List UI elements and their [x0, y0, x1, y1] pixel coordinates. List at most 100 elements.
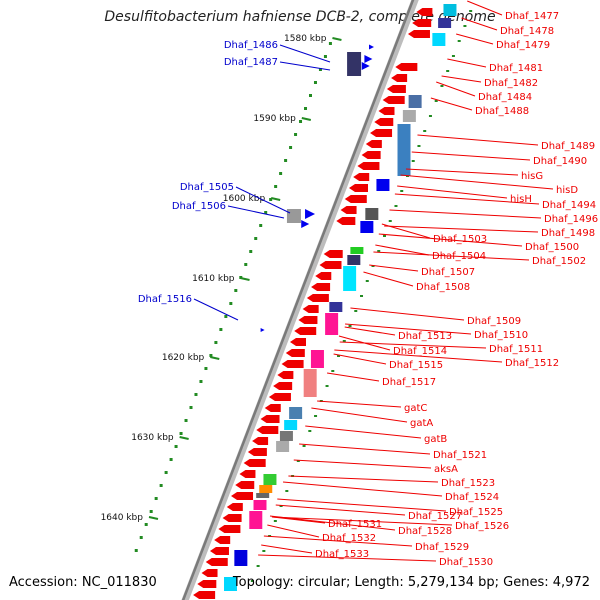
reverse-gene-arrow [290, 338, 307, 346]
reverse-gene-label[interactable]: Dhaf_1484 [478, 92, 532, 103]
reverse-gene-label[interactable]: Dhaf_1504 [432, 251, 486, 262]
reverse-gene-label[interactable]: hisG [521, 171, 543, 182]
gene-box [256, 493, 270, 498]
reverse-gene-label[interactable]: Dhaf_1479 [496, 40, 550, 51]
reverse-gene-label[interactable]: Dhaf_1478 [500, 26, 554, 37]
reverse-gene-label[interactable]: hisH [510, 194, 532, 205]
tick-dot-right [285, 490, 289, 492]
reverse-gene-label[interactable]: Dhaf_1494 [542, 200, 596, 211]
tick-dot-right [371, 265, 375, 267]
reverse-gene-arrow [340, 206, 357, 214]
kbp-tick-label: 1630 kbp [131, 433, 174, 443]
reverse-gene-label[interactable]: Dhaf_1531 [328, 519, 382, 530]
tick-dot-right [250, 580, 254, 582]
reverse-gene-arrow [315, 272, 332, 280]
forward-gene-label[interactable]: Dhaf_1506 [172, 201, 226, 212]
forward-gene-label[interactable]: Dhaf_1487 [224, 57, 278, 68]
forward-gene-label[interactable]: Dhaf_1516 [138, 294, 192, 305]
tick-dot [164, 471, 168, 474]
forward-gene-label[interactable]: Dhaf_1486 [224, 40, 278, 51]
forward-gene-label[interactable]: Dhaf_1505 [180, 182, 234, 193]
reverse-gene-label[interactable]: hisD [556, 185, 578, 196]
tick-dot-right [342, 340, 346, 342]
reverse-gene-arrow [235, 481, 255, 489]
reverse-gene-arrow [302, 305, 319, 313]
reverse-gene-label[interactable]: Dhaf_1507 [421, 267, 475, 278]
reverse-gene-label[interactable]: Dhaf_1530 [439, 557, 493, 568]
reverse-callout [384, 225, 539, 233]
gene-box [343, 266, 357, 291]
tick-dot [294, 133, 298, 136]
reverse-gene-label[interactable]: Dhaf_1532 [322, 533, 376, 544]
reverse-gene-label[interactable]: gatC [404, 403, 427, 414]
reverse-gene-label[interactable]: Dhaf_1500 [525, 242, 579, 253]
reverse-gene-label[interactable]: Dhaf_1523 [441, 478, 495, 489]
tick-dot [269, 198, 273, 201]
tick-dot [224, 315, 228, 318]
reverse-gene-arrow [256, 426, 279, 434]
reverse-gene-label[interactable]: Dhaf_1502 [532, 256, 586, 267]
reverse-gene-arrow [298, 316, 318, 324]
reverse-gene-label[interactable]: Dhaf_1481 [489, 63, 543, 74]
reverse-gene-label[interactable]: Dhaf_1503 [433, 234, 487, 245]
reverse-gene-label[interactable]: Dhaf_1524 [445, 492, 499, 503]
reverse-callout [389, 209, 542, 219]
tick-dot-right [469, 10, 473, 12]
gene-box [438, 18, 452, 28]
reverse-gene-arrow [243, 459, 266, 467]
reverse-gene-label[interactable]: Dhaf_1490 [533, 156, 587, 167]
reverse-gene-label[interactable]: Dhaf_1528 [398, 526, 452, 537]
gene-box [310, 350, 324, 368]
reverse-callout [369, 264, 419, 272]
reverse-gene-label[interactable]: Dhaf_1510 [474, 330, 528, 341]
gene-box [284, 420, 298, 430]
reverse-gene-label[interactable]: Dhaf_1533 [315, 549, 369, 560]
reverse-gene-label[interactable]: Dhaf_1489 [541, 141, 595, 152]
reverse-gene-label[interactable]: Dhaf_1482 [484, 78, 538, 89]
tick-dot-right [337, 355, 341, 357]
reverse-gene-label[interactable]: Dhaf_1515 [389, 360, 443, 371]
reverse-gene-label[interactable]: aksA [434, 464, 458, 475]
tick-dot [279, 172, 283, 175]
reverse-gene-label[interactable]: Dhaf_1488 [475, 106, 529, 117]
reverse-gene-arrow [222, 514, 242, 522]
reverse-gene-label[interactable]: Dhaf_1509 [467, 316, 521, 327]
map-title: Desulfitobacterium hafniense DCB-2, comp… [104, 9, 496, 25]
kbp-tick [332, 37, 342, 41]
tick-dot [174, 445, 178, 448]
tick-dot-right [446, 70, 450, 72]
forward-callout [193, 298, 239, 321]
reverse-gene-label[interactable]: Dhaf_1514 [393, 346, 447, 357]
forward-gene-arrow [364, 55, 373, 63]
tick-dot [308, 94, 312, 97]
tick-dot [264, 211, 268, 214]
reverse-gene-label[interactable]: Dhaf_1512 [505, 358, 559, 369]
gene-box [443, 4, 457, 16]
reverse-gene-label[interactable]: Dhaf_1513 [398, 331, 452, 342]
reverse-gene-label[interactable]: Dhaf_1527 [408, 511, 462, 522]
reverse-gene-label[interactable]: gatA [410, 418, 433, 429]
tick-dot [328, 42, 332, 45]
reverse-gene-label[interactable]: Dhaf_1477 [505, 11, 559, 22]
reverse-gene-arrow [306, 294, 329, 302]
forward-gene-arrow [305, 209, 316, 219]
reverse-gene-label[interactable]: Dhaf_1511 [489, 344, 543, 355]
reverse-gene-label[interactable]: Dhaf_1496 [544, 214, 598, 225]
reverse-gene-label[interactable]: Dhaf_1521 [433, 450, 487, 461]
reverse-gene-arrow [205, 558, 228, 566]
reverse-gene-label[interactable]: Dhaf_1526 [455, 521, 509, 532]
tick-dot-right [428, 115, 432, 117]
reverse-gene-label[interactable]: gatB [424, 434, 447, 445]
reverse-gene-label[interactable]: Dhaf_1498 [541, 228, 595, 239]
reverse-gene-label[interactable]: Dhaf_1508 [416, 282, 470, 293]
reverse-gene-label[interactable]: Dhaf_1525 [449, 507, 503, 518]
reverse-gene-arrow [231, 492, 254, 500]
kbp-tick-label: 1610 kbp [192, 274, 235, 284]
reverse-callout [350, 307, 465, 321]
topology-text: Topology: circular; Length: 5,279,134 bp… [232, 575, 590, 590]
tick-dot-right [256, 565, 260, 567]
reverse-gene-label[interactable]: Dhaf_1517 [382, 377, 436, 388]
tick-dot-right [388, 220, 392, 222]
tick-marks: 1580 kbp 1590 kbp 1600 kbp 1610 kbp 1620 kbp… [101, 10, 473, 582]
reverse-gene-label[interactable]: Dhaf_1529 [415, 542, 469, 553]
